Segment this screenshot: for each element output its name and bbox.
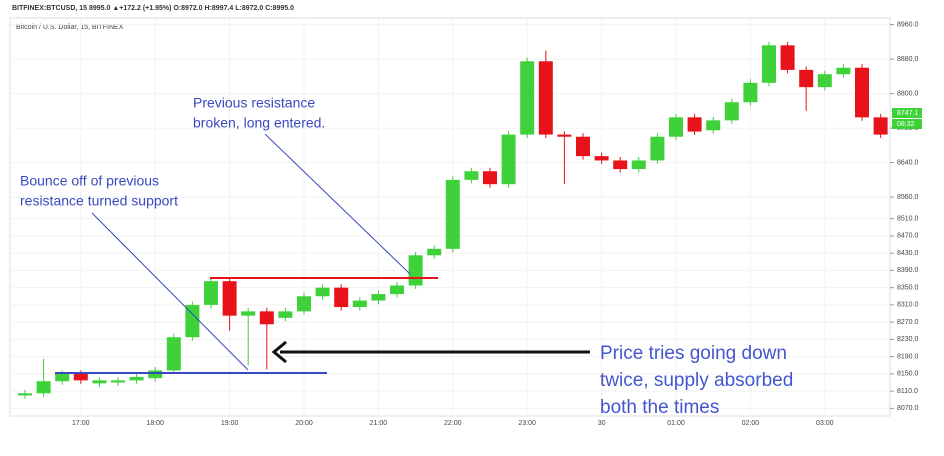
y-tick-label: 8800.0 — [897, 90, 919, 97]
y-tick-label: 8190.0 — [897, 353, 919, 360]
y-tick-label: 8350.0 — [897, 284, 919, 291]
candle-body — [148, 370, 163, 379]
candle-body — [445, 179, 460, 249]
candle-body — [92, 380, 107, 384]
annotation: Bounce off of previous — [20, 173, 159, 189]
x-tick-label: 01:00 — [667, 420, 685, 427]
annotation: resistance turned support — [20, 193, 178, 209]
y-tick-label: 8470.0 — [897, 233, 919, 240]
price-boxes: 8747.1 08:32 — [892, 108, 922, 129]
candle-body — [278, 311, 293, 318]
candle-body — [129, 376, 144, 381]
candle-body — [427, 248, 442, 256]
candle-body — [687, 117, 702, 132]
candle-body — [18, 393, 32, 396]
y-tick-label: 8230.0 — [897, 336, 919, 343]
y-tick-label: 8640.0 — [897, 159, 919, 166]
x-tick-label: 18:00 — [146, 420, 164, 427]
candle-body — [631, 160, 646, 170]
last-price: 8747.1 — [897, 110, 919, 117]
header: BITFINEX:BTCUSD, 15 8995.0 ▲+172.2 (+1.9… — [12, 5, 294, 12]
candle-body — [576, 136, 590, 157]
subtitle: Bitcoin / U.S. Dollar, 15, BITFINEX — [16, 24, 124, 31]
annotation: broken, long entered. — [193, 115, 325, 131]
candle-body — [390, 285, 404, 295]
countdown: 08:32 — [897, 121, 915, 128]
candle-body — [408, 255, 423, 286]
candle-body — [204, 281, 218, 305]
candle-body — [706, 120, 721, 131]
x-tick-label: 30 — [598, 420, 606, 427]
annotation: twice, supply absorbed — [600, 370, 793, 391]
candle-body — [817, 74, 832, 88]
pointer-line — [264, 133, 411, 275]
x-tick-label: 19:00 — [221, 420, 239, 427]
annotation-shapes — [55, 133, 590, 374]
candle-body — [799, 69, 814, 88]
candle-body — [241, 311, 256, 316]
x-tick-label: 02:00 — [742, 420, 760, 427]
x-tick-label: 23:00 — [518, 420, 536, 427]
candle-body — [73, 373, 88, 381]
x-tick-label: 21:00 — [370, 420, 388, 427]
y-tick-label: 8310.0 — [897, 302, 919, 309]
candle-body — [36, 381, 51, 394]
y-tick-label: 8430.0 — [897, 250, 919, 257]
x-tick-label: 22:00 — [444, 420, 462, 427]
candle-body — [669, 117, 683, 137]
candle-body — [222, 281, 237, 316]
candle-body — [520, 61, 535, 135]
annotation: Previous resistance — [193, 95, 315, 111]
plot: 8070.0 8110.0 8150.0 8190.0 8230.0 8270.0 8310… — [10, 18, 919, 427]
candle-body — [166, 337, 181, 371]
candle-body — [334, 287, 349, 308]
candle-body — [743, 82, 758, 103]
y-tick-label: 8560.0 — [897, 194, 919, 201]
candle-body — [55, 373, 70, 382]
y-tick-label: 8150.0 — [897, 371, 919, 378]
y-tick-label: 8960.0 — [897, 21, 919, 28]
candle-body — [259, 311, 274, 325]
candle-body — [836, 67, 851, 75]
candle-body — [594, 156, 609, 161]
candle-body — [352, 300, 367, 308]
candle-body — [762, 45, 776, 83]
candle-body — [297, 296, 311, 312]
arrow-head — [271, 340, 287, 364]
candle-body — [780, 45, 795, 70]
y-tick-label: 8270.0 — [897, 319, 919, 326]
candle-body — [315, 287, 330, 297]
candle-body — [873, 117, 888, 135]
y-tick-label: 8110.0 — [897, 388, 918, 395]
candle-body — [613, 160, 628, 170]
candle-body — [111, 380, 125, 383]
candle-body — [724, 102, 739, 121]
x-tick-label: 03:00 — [816, 420, 834, 427]
candle-body — [501, 134, 516, 185]
candle-body — [371, 294, 386, 301]
annotation: both the times — [600, 397, 719, 418]
y-tick-label: 8390.0 — [897, 267, 919, 274]
candle-body — [855, 67, 869, 118]
y-tick-label: 8510.0 — [897, 215, 919, 222]
x-tick-label: 17:00 — [72, 420, 90, 427]
y-tick-label: 8070.0 — [897, 405, 919, 412]
annotation: Price tries going down — [600, 343, 787, 364]
x-tick-label: 20:00 — [295, 420, 313, 427]
candle-body — [185, 304, 200, 338]
candle-body — [483, 171, 497, 185]
y-tick-label: 8880.0 — [897, 56, 919, 63]
price-box — [892, 108, 922, 118]
candle-body — [557, 134, 572, 137]
pointer-line — [91, 212, 249, 371]
candle-body — [650, 136, 665, 161]
candle-body — [464, 171, 479, 180]
candle-body — [538, 61, 553, 135]
countdown-box — [892, 119, 922, 129]
